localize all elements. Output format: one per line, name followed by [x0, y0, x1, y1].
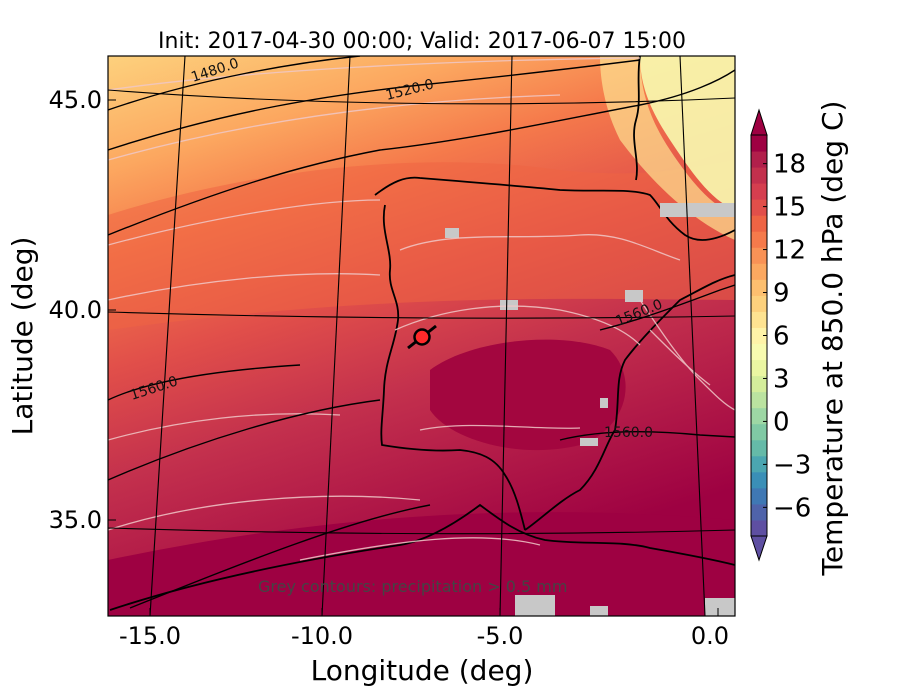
colorbar-segment: [751, 135, 767, 152]
colorbar-tick-label: 6: [773, 322, 790, 352]
colorbar-tick-label: 18: [773, 150, 806, 180]
x-tick-minus10: -10.0: [291, 622, 353, 650]
colorbar-segment: [751, 263, 767, 280]
colorbar-segment: [751, 391, 767, 409]
iberia-coastline: [374, 176, 735, 531]
contour-label-1560-south: 1560.0: [604, 425, 653, 441]
colorbar-segment: [751, 343, 767, 361]
colorbar-segment: [751, 151, 767, 168]
colorbar-segment: [751, 407, 767, 425]
temperature-isolines: [108, 57, 735, 561]
precipitation-note: Grey contours: precipitation > 0.5 mm: [258, 577, 567, 596]
precipitation-patches: [445, 203, 735, 616]
colorbar: 18 15 12 9 6 3 0 −3 −6 Temperature at 850.0 hPa …: [750, 101, 849, 577]
colorbar-segment: [751, 471, 767, 489]
x-tick-minus15: -15.0: [119, 622, 181, 650]
chart-title: Init: 2017-04-30 00:00; Valid: 2017-06-0…: [158, 29, 686, 54]
hot-region: [430, 339, 626, 451]
colorbar-bottom-arrow: [750, 535, 768, 562]
x-tick-0: 0.0: [691, 622, 729, 650]
colorbar-segment: [751, 503, 767, 521]
colorbar-segment: [751, 359, 767, 377]
colorbar-ticks: 18 15 12 9 6 3 0 −3 −6: [763, 150, 811, 523]
colorbar-tick-label: 3: [773, 364, 790, 394]
warm-band: [108, 160, 735, 330]
geopotential-contours: [108, 56, 735, 609]
x-axis-label: Longitude (deg): [311, 654, 534, 687]
northeast-cool-area: [640, 56, 735, 210]
colorbar-segment: [751, 439, 767, 457]
y-axis-label: Latitude (deg): [6, 237, 39, 436]
colorbar-segment: [751, 231, 767, 248]
colorbar-label: Temperature at 850.0 hPa (deg C): [816, 101, 849, 577]
colorbar-tick-label: 12: [773, 236, 806, 266]
colorbar-segment: [751, 295, 767, 312]
y-tick-45: 45.0: [49, 86, 102, 114]
france-coastline: [633, 56, 641, 181]
colorbar-segment: [751, 199, 767, 216]
colorbar-tick-label: 0: [773, 407, 790, 437]
colorbar-segment: [751, 215, 767, 232]
colorbar-segment: [751, 487, 767, 505]
colorbar-segment: [751, 279, 767, 296]
colorbar-segment: [751, 423, 767, 441]
colorbar-tick-label: 9: [773, 279, 790, 309]
colorbar-segment: [751, 375, 767, 393]
x-axis: -15.0 -10.0 -5.0 0.0 Longitude (deg): [119, 608, 729, 687]
colorbar-segment: [751, 167, 767, 184]
colorbar-top-arrow: [750, 108, 768, 136]
y-tick-35: 35.0: [49, 506, 102, 534]
colorbar-tick-label: 15: [773, 193, 806, 223]
colorbar-segments: [751, 135, 767, 537]
map-panel: 1480.0 1520.0 1560.0 1560.0 1560.0 Grey …: [108, 56, 735, 616]
africa-coastline: [109, 503, 735, 611]
colorbar-segment: [751, 455, 767, 473]
colorbar-segment: [751, 519, 767, 537]
colorbar-segment: [751, 327, 767, 345]
colorbar-segment: [751, 183, 767, 200]
y-axis: 45.0 40.0 35.0 Latitude (deg): [6, 86, 116, 534]
south-hot-band: [108, 512, 735, 616]
colorbar-tick-label: −6: [773, 493, 811, 523]
colorbar-tick-label: −3: [773, 450, 811, 480]
x-tick-minus5: -5.0: [477, 622, 524, 650]
y-tick-40: 40.0: [49, 296, 102, 324]
colorbar-segment: [751, 311, 767, 328]
map-frame: [107, 55, 736, 617]
graticule: [108, 56, 735, 616]
location-marker: [407, 324, 437, 350]
colorbar-segment: [751, 247, 767, 264]
